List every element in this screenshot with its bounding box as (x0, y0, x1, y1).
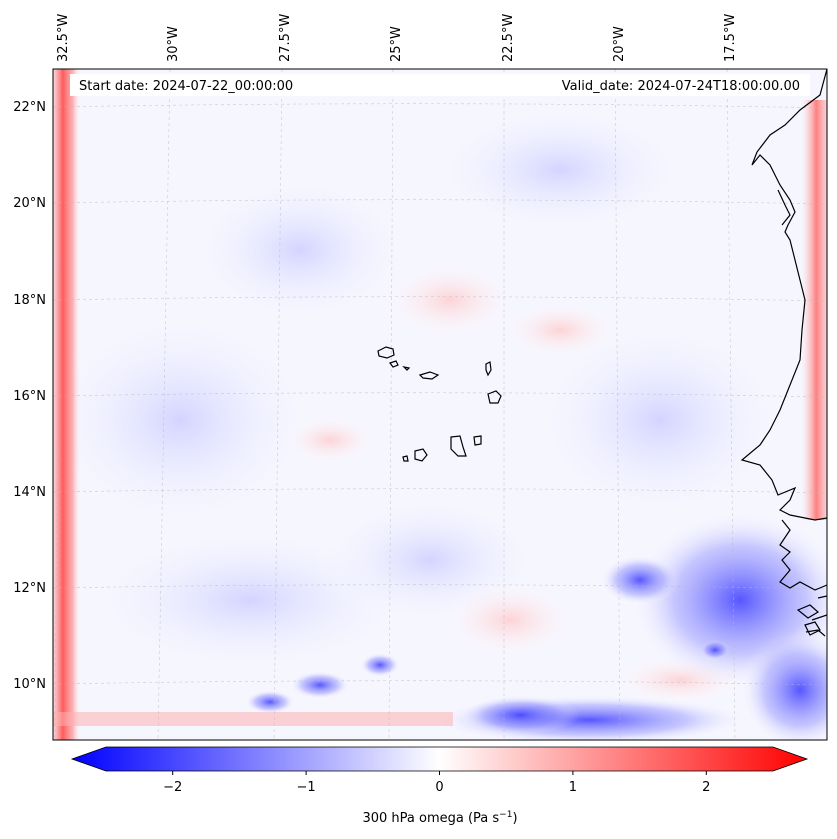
map-frame (52, 68, 828, 741)
island-boa-vista (487, 390, 502, 404)
colorbar-tick-label: −1 (297, 780, 316, 795)
latitude-labels: 22°N 20°N 18°N 16°N 14°N 12°N 10°N (13, 100, 46, 692)
colorbar-body (70, 746, 809, 772)
colorbar-tick-label: 2 (702, 780, 710, 795)
island-santa-luzia (402, 366, 411, 371)
lat-label-6: 10°N (13, 677, 46, 692)
coastline-cape-verde (377, 346, 502, 462)
lat-label-1: 20°N (13, 196, 46, 211)
omega-edge-positive-bottom (53, 712, 453, 726)
lon-label-3: 25°W (389, 26, 404, 62)
lon-label-4: 22.5°W (501, 14, 516, 62)
map-panel: Start date: 2024-07-22_00:00:00 Valid_da… (53, 69, 827, 740)
lat-label-0: 22°N (13, 100, 46, 115)
lon-label-0: 32.5°W (56, 14, 71, 62)
island-maio (473, 435, 482, 446)
graticule (53, 69, 827, 740)
colorbar-tick-label: 1 (569, 780, 577, 795)
island-fogo (414, 448, 428, 462)
island-santo-antao (377, 346, 395, 359)
omega-edge-positive-left (53, 69, 81, 740)
colorbar: −2 −1 0 1 2 300 hPa omega (Pa s−1) (70, 746, 809, 826)
lon-label-6: 17.5°W (723, 14, 738, 62)
omega-field-negative-strong (245, 510, 827, 740)
colorbar-label: 300 hPa omega (Pa s−1) (362, 810, 517, 826)
lon-label-2: 27.5°W (278, 14, 293, 62)
lon-label-5: 20°W (612, 26, 627, 62)
start-date: Start date: 2024-07-22_00:00:00 (79, 79, 293, 94)
lon-label-1: 30°W (166, 26, 181, 62)
island-santiago (450, 435, 467, 457)
longitude-labels: 32.5°W 30°W 27.5°W 25°W 22.5°W 20°W 17.5… (56, 14, 738, 62)
island-brava (402, 455, 409, 462)
lat-label-4: 14°N (13, 485, 46, 500)
colorbar-tick-label: −2 (163, 780, 182, 795)
omega-field-positive-light (280, 260, 750, 705)
island-sao-nicolau (418, 371, 440, 380)
colorbar-tick-label: 0 (435, 780, 443, 795)
colorbar-ticks: −2 −1 0 1 2 (163, 771, 710, 795)
coastline-africa (740, 69, 827, 637)
island-sal (485, 361, 492, 377)
island-sao-vicente (389, 360, 399, 368)
header-box (70, 74, 810, 96)
lat-label-5: 12°N (13, 581, 46, 596)
lat-label-2: 18°N (13, 293, 46, 308)
lat-label-3: 16°N (13, 389, 46, 404)
valid-date: Valid_date: 2024-07-24T18:00:00.00 (562, 79, 800, 94)
